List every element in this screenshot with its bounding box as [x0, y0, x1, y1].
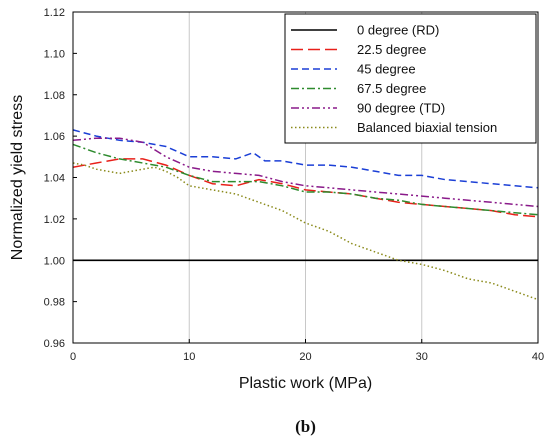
panel-label: (b)	[295, 417, 316, 436]
y-tick-label-5: 1.06	[44, 131, 65, 143]
series-line-1	[72, 158, 539, 218]
legend-label-3: 67.5 degree	[357, 81, 426, 96]
legend: 0 degree (RD) 22.5 degree 45 degree 67.5 de…	[284, 13, 537, 144]
y-tick-label-0: 0.96	[44, 338, 65, 350]
legend-label-0: 0 degree (RD)	[357, 23, 439, 38]
x-tick-label-2: 20	[299, 351, 311, 363]
legend-label-5: Balanced biaxial tension	[357, 120, 497, 135]
x-tick-label-3: 30	[416, 351, 428, 363]
x-tick-label-4: 40	[532, 351, 544, 363]
legend-label-4: 90 degree (TD)	[357, 101, 445, 116]
y-tick-label-7: 1.10	[44, 48, 65, 60]
x-tick-label-0: 0	[70, 351, 76, 363]
y-tick-label-4: 1.04	[44, 173, 65, 185]
series-line-4	[72, 137, 539, 208]
x-axis-label: Plastic work (MPa)	[239, 375, 372, 392]
series-line-2	[72, 129, 539, 189]
y-axis-label: Normalized yield stress	[9, 95, 26, 260]
legend-box	[284, 13, 537, 144]
y-tick-label-3: 1.02	[44, 214, 65, 226]
x-tick-label-1: 10	[183, 351, 195, 363]
series-lines	[72, 129, 539, 301]
axis-ticks: 0 10 20 30 40 0.96 0.98 1.00 1.02 1.04 1.06 1.08 1.1…	[44, 7, 545, 363]
y-tick-label-2: 1.00	[44, 255, 65, 267]
y-tick-label-1: 0.98	[44, 297, 65, 309]
y-tick-label-8: 1.12	[44, 7, 65, 19]
y-tick-label-6: 1.08	[44, 90, 65, 102]
legend-label-1: 22.5 degree	[357, 42, 426, 57]
series-line-3	[72, 143, 539, 216]
legend-label-2: 45 degree	[357, 62, 416, 77]
